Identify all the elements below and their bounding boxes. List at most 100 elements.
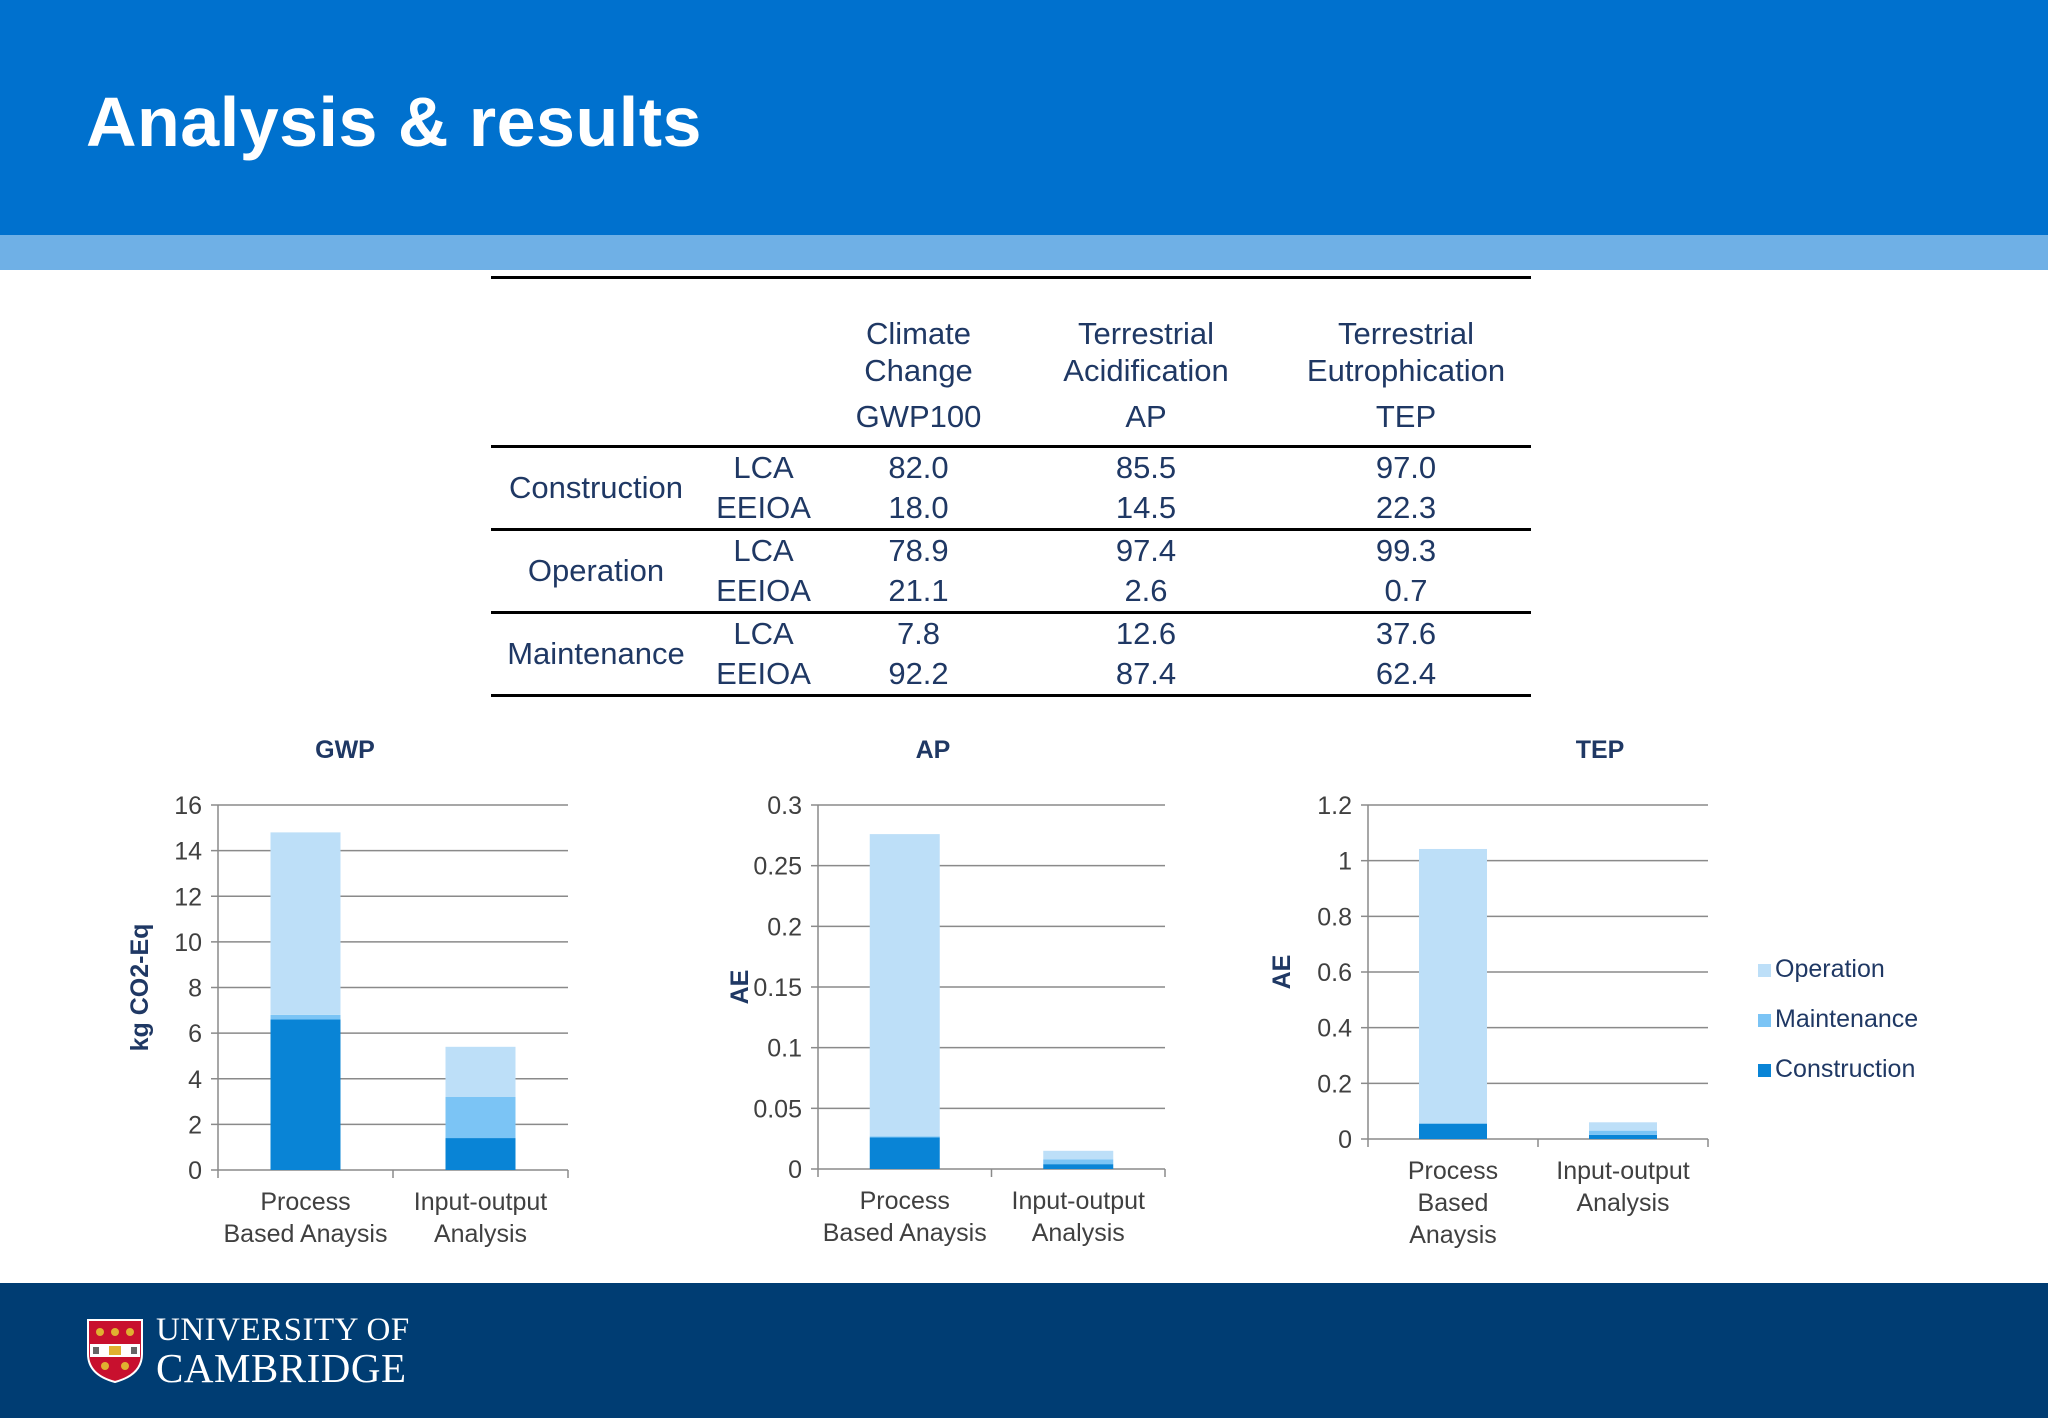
group-label: Operation [491, 529, 701, 614]
table-cell: 78.9 [888, 533, 949, 568]
y-tick-label: 2 [188, 1111, 202, 1139]
y-tick-label: 0 [788, 1156, 802, 1184]
table-cell: 14.5 [1011, 488, 1281, 531]
bar-construction [869, 1137, 940, 1169]
bar-operation [270, 832, 341, 1015]
table-cell: 87.4 [1011, 654, 1281, 697]
bar-construction [1419, 1123, 1487, 1139]
table-cell: 99.3 [1375, 533, 1437, 568]
header-bar [0, 0, 2048, 235]
y-tick-label: 8 [188, 975, 202, 1003]
table-cell: 18.0 [826, 488, 1011, 531]
table-cell: 12.6 [1115, 616, 1177, 651]
table-cell: 37.6 [1375, 616, 1437, 651]
table-cell: 0.7 [1281, 571, 1531, 614]
bar-maintenance [1419, 1123, 1487, 1124]
table-row: Maintenance LCA 7.8 12.6 37.6 [491, 612, 1531, 697]
y-tick-label: 0.8 [1317, 903, 1352, 931]
logo-line-1: UNIVERSITY OF [156, 1311, 410, 1348]
x-category-label: Based Anaysis [224, 1220, 388, 1248]
bar-operation [1589, 1122, 1657, 1131]
bar-maintenance [1589, 1130, 1657, 1135]
ap-chart: AP AE 0 0.05 0.1 0.15 0.2 0.25 0.3 Process Based A… [726, 736, 1166, 1247]
x-category-label: Input-output [1556, 1157, 1689, 1185]
legend-label: Construction [1775, 1055, 1915, 1083]
y-tick-label: 14 [174, 838, 202, 866]
y-tick-label: 6 [188, 1020, 202, 1048]
table-row: Construction LCA 82.0 85.5 97.0 [491, 446, 1531, 531]
results-table: Climate Change Terrestrial Acidification T… [491, 276, 1531, 697]
method-label: LCA [733, 616, 794, 651]
x-category-label: Analysis [1032, 1219, 1125, 1247]
y-axis-label: AE [726, 970, 754, 1005]
table-cell: 97.4 [1115, 533, 1177, 568]
y-tick-label: 1 [1338, 848, 1352, 876]
y-tick-label: 10 [174, 929, 202, 957]
legend-swatch-construction [1758, 1064, 1771, 1077]
table-top-rule [491, 276, 1531, 280]
legend-swatch-operation [1758, 964, 1771, 977]
x-category-label: Anaysis [1409, 1221, 1497, 1249]
y-tick-label: 0.6 [1317, 959, 1352, 987]
x-category-label: Process [260, 1188, 350, 1216]
table-row: EEIOA 18.0 14.5 22.3 [491, 488, 1531, 531]
method-label: LCA [733, 533, 794, 568]
table-cell: 97.0 [1375, 450, 1437, 485]
table-cell: 82.0 [888, 450, 949, 485]
bar-operation [869, 834, 940, 1137]
y-tick-label: 0.05 [753, 1095, 802, 1123]
table-header-row: Climate Change Terrestrial Acidification T… [491, 279, 1531, 389]
header-stripe [0, 235, 2048, 270]
y-tick-label: 4 [188, 1066, 202, 1094]
logo-line-2: CAMBRIDGE [156, 1344, 407, 1391]
table-row: Operation LCA 78.9 97.4 99.3 [491, 529, 1531, 614]
y-tick-label: 0.25 [753, 853, 802, 881]
tep-chart: TEP AE 0 0.2 0.4 0.6 0.8 1 1.2 Process Based Anaysi… [1268, 736, 1918, 1249]
bar-operation [1043, 1150, 1114, 1160]
slide-title: Analysis & results [86, 83, 702, 161]
x-category-label: Based [1418, 1189, 1489, 1217]
column-header: Terrestrial Acidification [1063, 316, 1229, 388]
table-cell: 2.6 [1011, 571, 1281, 614]
group-label: Maintenance [491, 612, 701, 697]
y-tick-label: 0.1 [767, 1035, 802, 1063]
y-tick-label: 0.2 [767, 913, 802, 941]
table-row: EEIOA 21.1 2.6 0.7 [491, 571, 1531, 614]
chart-title: GWP [315, 736, 375, 764]
y-tick-label: 1.2 [1317, 792, 1352, 820]
table-cell: 22.3 [1281, 488, 1531, 531]
bar-construction [1043, 1164, 1114, 1169]
bar-operation [1419, 848, 1487, 1124]
method-label: EEIOA [701, 654, 826, 697]
chart-title: AP [916, 736, 951, 764]
y-tick-label: 0 [1338, 1126, 1352, 1154]
university-crest-icon [87, 1319, 143, 1384]
x-category-label: Input-output [414, 1188, 547, 1216]
x-category-label: Based Anaysis [823, 1219, 987, 1247]
y-tick-label: 0.4 [1317, 1015, 1352, 1043]
bar-maintenance [270, 1014, 341, 1020]
column-header: Terrestrial Eutrophication [1306, 316, 1506, 388]
x-category-label: Input-output [1012, 1187, 1145, 1215]
column-header: Climate Change [864, 316, 973, 388]
y-tick-label: 0.3 [767, 792, 802, 820]
y-tick-label: 12 [174, 883, 202, 911]
bar-construction [270, 1019, 341, 1170]
unit-header: TEP [1281, 389, 1531, 448]
y-axis-label: AE [1268, 955, 1296, 990]
chart-title: TEP [1576, 736, 1625, 764]
y-tick-label: 0.2 [1317, 1070, 1352, 1098]
legend-label: Operation [1775, 955, 1885, 983]
university-logo: UNIVERSITY OF CAMBRIDGE [86, 1313, 410, 1388]
table-cell: 62.4 [1281, 654, 1531, 697]
method-label: EEIOA [701, 488, 826, 531]
table-cell: 21.1 [826, 571, 1011, 614]
table-cell: 92.2 [826, 654, 1011, 697]
bar-maintenance [445, 1097, 516, 1139]
x-category-label: Process [860, 1187, 950, 1215]
x-category-label: Analysis [434, 1220, 527, 1248]
legend-swatch-maintenance [1758, 1014, 1771, 1027]
table-cell: 7.8 [896, 616, 941, 651]
table-cell: 85.5 [1115, 450, 1177, 485]
unit-header: AP [1011, 389, 1281, 448]
